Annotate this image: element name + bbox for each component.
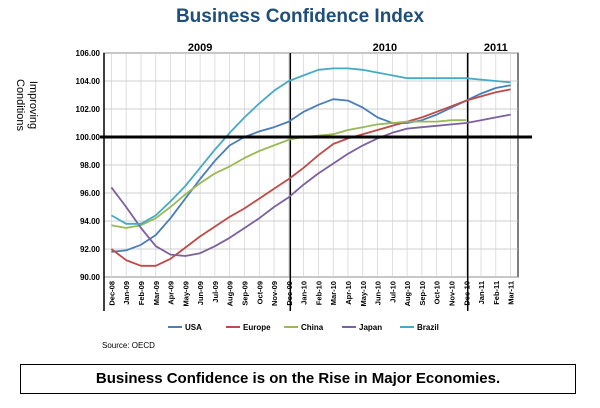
series-line-brazil	[110, 67, 511, 225]
x-tick-label: Jan-11	[477, 281, 486, 304]
year-label: 2010	[373, 42, 397, 54]
x-tick-label: Jun-09	[196, 281, 205, 305]
gridlines	[104, 52, 518, 278]
series-line-europe	[110, 88, 511, 267]
x-tick-label: Apr-09	[167, 281, 176, 305]
legend-label-europe: Europe	[243, 323, 271, 332]
x-tick-label: Nov-09	[270, 281, 279, 306]
source-note: Source: OECD	[102, 341, 155, 350]
chart: 90.00 92.00 94.00 96.00 98.00 100.00 102.00 104…	[0, 38, 600, 358]
chart-title: Business Confidence Index	[175, 6, 425, 27]
x-tick-label: Mar-10	[329, 281, 338, 305]
series-line-china	[111, 119, 467, 229]
x-tick-label: Jun-10	[374, 281, 383, 305]
caption-box: Business Confidence is on the Rise in Ma…	[20, 364, 576, 394]
x-tick-label: Dec-09	[285, 281, 294, 306]
x-tick-label: Feb-09	[137, 281, 146, 305]
y-tick-label: 98.00	[80, 161, 101, 170]
x-axis: Dec-08 Jan-09 Feb-09 Mar-09 Apr-09 May-09 Jun-…	[107, 281, 515, 306]
x-tick-label: Jan-10	[300, 281, 309, 305]
x-tick-label: Dec-08	[107, 281, 116, 306]
y-tick-label: 104.00	[76, 77, 101, 86]
year-labels: 2009 2010 2011	[188, 42, 508, 54]
x-tick-label: May-09	[181, 281, 190, 306]
x-tick-label: Oct-09	[255, 281, 264, 304]
x-tick-label: Feb-11	[492, 281, 501, 305]
x-tick-label: Feb-10	[314, 281, 323, 305]
y-tick-label: 90.00	[80, 273, 101, 282]
y-axis-label-line: Improving	[27, 81, 39, 129]
x-tick-label: Apr-10	[344, 281, 353, 305]
year-dividers	[103, 53, 469, 311]
x-tick-label: Oct-10	[433, 281, 442, 304]
x-tick-label: Aug-10	[403, 281, 412, 306]
legend-label-japan: Japan	[359, 323, 382, 332]
y-axis: 90.00 92.00 94.00 96.00 98.00 100.00 102.00 104…	[76, 49, 101, 282]
x-tick-label: Nov-10	[447, 281, 456, 306]
x-tick-label: Jul-10	[388, 281, 397, 303]
legend: USA Europe China Japan Brazil	[168, 323, 439, 332]
series-line-japan	[110, 113, 511, 257]
legend-label-usa: USA	[185, 323, 202, 332]
x-tick-label: May-10	[359, 281, 368, 306]
year-label: 2011	[484, 42, 508, 54]
y-tick-label: 96.00	[80, 189, 101, 198]
y-axis-label: ImprovingConditions	[14, 79, 39, 131]
legend-label-brazil: Brazil	[417, 323, 439, 332]
x-tick-label: Sep-10	[418, 281, 427, 306]
year-label: 2009	[188, 42, 212, 54]
y-tick-label: 92.00	[80, 245, 101, 254]
legend-label-china: China	[301, 323, 324, 332]
y-tick-label: 100.00	[76, 133, 101, 142]
x-tick-label: Jan-09	[122, 281, 131, 305]
x-tick-label: Dec-10	[462, 281, 471, 306]
y-tick-label: 94.00	[80, 217, 101, 226]
series-lines	[110, 67, 511, 267]
series-line-usa	[111, 84, 511, 253]
y-axis-label-line: Conditions	[14, 79, 26, 131]
x-tick-label: Jul-09	[211, 281, 220, 303]
x-tick-label: Mar-09	[152, 281, 161, 305]
x-tick-label: Aug-09	[226, 281, 235, 306]
x-tick-label: Mar-11	[507, 281, 516, 305]
y-tick-label: 102.00	[76, 105, 101, 114]
y-tick-label: 106.00	[76, 49, 101, 58]
x-tick-label: Sep-09	[240, 281, 249, 306]
